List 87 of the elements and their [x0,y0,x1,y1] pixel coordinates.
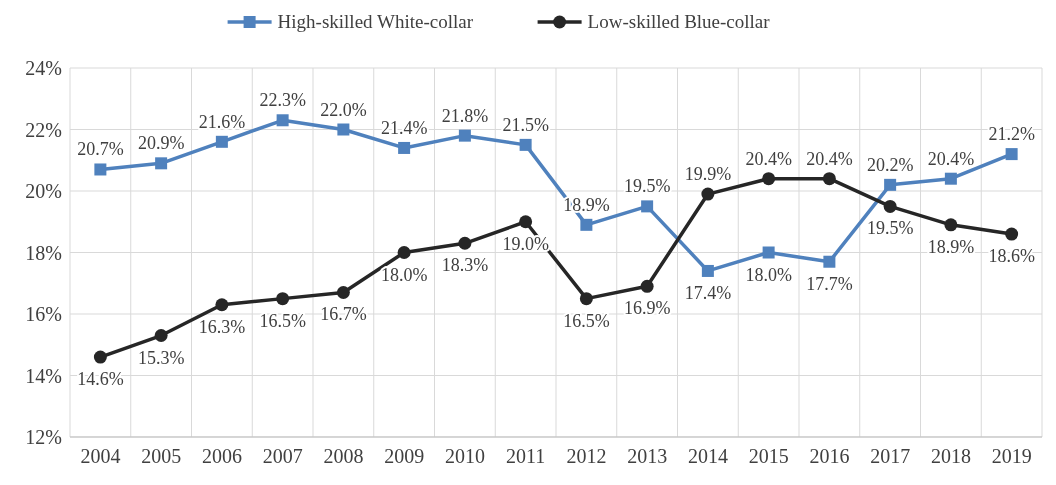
point [580,218,593,231]
point [337,123,350,136]
data-label: 21.8% [441,105,489,126]
point [154,329,168,343]
legend-label: Low-skilled Blue-collar [587,11,771,32]
data-label: 15.3% [137,347,185,368]
y-tick-label: 20% [25,180,62,202]
point [822,172,836,186]
point [398,141,411,154]
data-label: 16.7% [320,304,367,325]
point [1005,227,1019,241]
data-label: 19.9% [684,164,732,185]
data-label: 22.0% [320,99,367,120]
point [701,264,714,277]
data-label: 20.4% [806,148,853,169]
x-tick-label: 2011 [505,445,546,467]
point [944,218,958,232]
data-label: 21.6% [198,111,246,132]
data-label: 18.0% [745,264,792,285]
point [397,246,411,259]
data-label: 17.4% [684,282,732,303]
data-label: 17.7% [806,273,853,294]
point [93,350,107,364]
point [884,178,897,191]
data-label: 18.9% [927,236,975,257]
data-label: 21.2% [988,124,1035,145]
x-tick-label: 2008 [323,445,364,467]
x-tick-label: 2005 [141,445,182,467]
x-tick-label: 2013 [627,445,668,467]
y-tick-label: 16% [25,303,62,325]
point [519,138,532,151]
y-tick-label: 22% [25,118,62,141]
x-tick-label: 2012 [566,445,607,467]
data-label: 19.5% [866,218,914,239]
x-tick-label: 2017 [870,445,911,467]
point [701,187,715,201]
x-tick-label: 2019 [991,445,1032,467]
point [579,292,593,306]
data-label: 20.9% [137,133,185,154]
point [944,172,957,185]
x-tick-label: 2018 [930,445,971,467]
data-label: 14.6% [77,369,124,390]
point [94,163,107,176]
x-tick-label: 2009 [384,445,425,467]
point [762,246,775,259]
data-label: 16.3% [198,316,246,337]
x-tick-label: 2010 [444,445,485,467]
point [276,114,289,127]
data-label: 19.5% [623,176,671,197]
point [1005,148,1018,161]
x-tick-label: 2007 [262,445,303,467]
data-label: 21.5% [502,114,549,135]
point [458,129,471,142]
data-label: 20.2% [866,154,914,175]
data-label: 21.4% [380,117,428,138]
x-tick-label: 2004 [80,445,121,467]
data-label: 18.3% [441,255,489,276]
data-label: 20.4% [927,148,975,169]
x-tick-label: 2015 [748,445,789,467]
y-tick-label: 24% [25,57,62,79]
legend-label: High-skilled White-collar [277,11,474,32]
point [155,157,168,170]
x-tick-label: 2006 [201,445,242,467]
point [215,135,228,148]
point [519,215,533,229]
data-label: 20.7% [77,139,124,160]
point [215,298,229,312]
data-label: 16.5% [259,310,306,331]
data-label: 16.9% [623,298,671,319]
y-tick-label: 18% [25,241,62,264]
point [276,292,290,306]
point [883,199,897,213]
y-tick-label: 12% [25,426,62,448]
x-tick-label: 2014 [687,445,728,467]
point [640,279,654,293]
point [762,172,776,186]
x-tick-label: 2016 [809,445,850,467]
point [336,285,350,299]
data-label: 18.6% [988,246,1035,267]
y-tick-label: 14% [25,364,62,387]
point [458,236,472,250]
data-label: 16.5% [563,310,610,331]
data-label: 20.4% [745,148,792,169]
point [641,200,654,213]
point [823,255,836,268]
data-label: 22.3% [259,90,306,111]
data-label: 18.0% [380,264,428,285]
